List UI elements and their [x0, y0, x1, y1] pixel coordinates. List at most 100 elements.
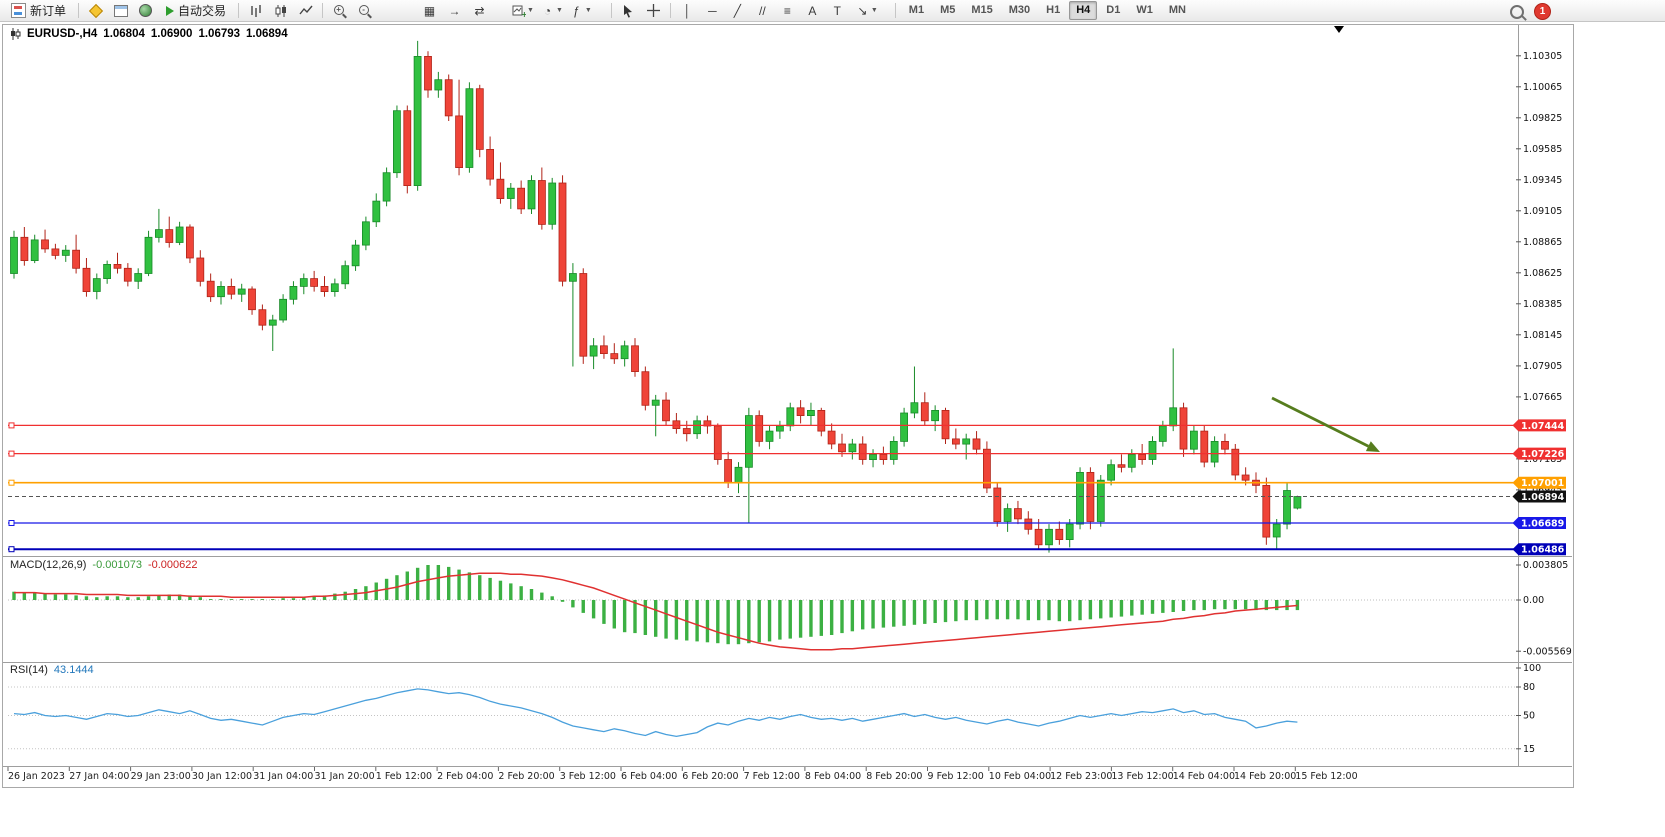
chevron-down-icon: ▼ [870, 7, 878, 14]
svg-text:27 Jan 04:00: 27 Jan 04:00 [69, 771, 129, 782]
zoom-out-icon[interactable]: - [353, 0, 376, 21]
candlestick-chart-icon[interactable] [269, 0, 292, 21]
svg-text:1.06894: 1.06894 [1521, 492, 1565, 503]
svg-text:8 Feb 04:00: 8 Feb 04:00 [805, 771, 861, 782]
title-open: 1.06804 [103, 28, 145, 40]
toolbar-separator [78, 3, 80, 18]
autotrading-icon [166, 5, 175, 16]
search-icon[interactable] [1510, 4, 1524, 19]
title-high: 1.06900 [150, 28, 193, 40]
svg-text:2 Feb 04:00: 2 Feb 04:00 [437, 771, 493, 782]
svg-text:10 Feb 04:00: 10 Feb 04:00 [989, 771, 1051, 782]
line-chart-icon[interactable] [294, 0, 317, 21]
bar-chart-icon[interactable] [244, 0, 267, 21]
navigator-icon[interactable] [134, 0, 157, 21]
svg-text:0.00: 0.00 [1523, 595, 1544, 606]
hline-1.07444[interactable] [8, 422, 1516, 429]
svg-text:1.09105: 1.09105 [1523, 206, 1562, 217]
hline-1.06689[interactable] [8, 520, 1516, 526]
price-badge-1.06486: 1.06486 [1512, 543, 1566, 556]
auto-scroll-icon[interactable]: → [448, 3, 461, 18]
crosshair-icon[interactable] [642, 0, 665, 21]
chevron-down-icon: ▼ [584, 7, 592, 14]
svg-text:9 Feb 12:00: 9 Feb 12:00 [928, 771, 984, 782]
macd-main-value: -0.001073 [92, 559, 142, 571]
toolbar-separator [322, 3, 324, 18]
hline-1.06486[interactable] [8, 546, 1516, 553]
arrows-tool-dropdown[interactable]: ↘ ▼ [851, 0, 878, 21]
toolbar-right-icons: 1 [1510, 3, 1551, 20]
price-badge-1.07226: 1.07226 [1512, 447, 1566, 460]
timeframe-m5-button[interactable]: M5 [940, 4, 956, 16]
price-badge-1.07444: 1.07444 [1512, 419, 1566, 432]
channel-tool-icon[interactable]: // [759, 3, 766, 18]
new-order-icon [11, 3, 26, 18]
autotrading-button[interactable]: 自动交易 [159, 0, 233, 21]
svg-text:30 Jan 12:00: 30 Jan 12:00 [192, 771, 252, 782]
timeframe-m30-button[interactable]: M30 [1008, 4, 1031, 16]
svg-text:12 Feb 23:00: 12 Feb 23:00 [1050, 771, 1112, 782]
hline-1.07001[interactable] [8, 479, 1516, 486]
tile-windows-icon[interactable]: ▦ [423, 3, 436, 18]
svg-text:1.08145: 1.08145 [1523, 330, 1562, 341]
svg-text:100: 100 [1523, 663, 1541, 674]
data-window-icon[interactable] [109, 0, 132, 21]
trendline-tool-icon[interactable]: ╱ [733, 3, 741, 18]
timeframe-w1-button[interactable]: W1 [1136, 4, 1153, 16]
timeframe-m15-button[interactable]: M15 [971, 4, 993, 16]
timeframe-mn-button[interactable]: MN [1168, 4, 1186, 16]
indicators-icon: ƒ [573, 3, 580, 18]
svg-text:31 Jan 04:00: 31 Jan 04:00 [253, 771, 313, 782]
macd-signal-value: -0.000622 [147, 559, 198, 571]
horizontal-line-tool-icon[interactable]: ─ [708, 3, 717, 18]
timeframe-m1-button[interactable]: M1 [908, 4, 925, 16]
svg-text:15 Feb 12:00: 15 Feb 12:00 [1295, 771, 1357, 782]
svg-text:1.09825: 1.09825 [1523, 113, 1562, 124]
svg-text:3 Feb 12:00: 3 Feb 12:00 [560, 771, 616, 782]
period-dropdown[interactable]: ◔ ▼ [536, 0, 563, 21]
vertical-line-tool-icon[interactable]: │ [683, 3, 692, 18]
svg-text:1.09585: 1.09585 [1523, 144, 1562, 155]
rsi-value: 43.1444 [53, 664, 94, 676]
timeframe-h1-button[interactable]: H1 [1046, 4, 1061, 16]
svg-text:1.10305: 1.10305 [1523, 51, 1562, 62]
chart-shift-marker[interactable] [1334, 26, 1344, 33]
candles [10, 40, 1302, 553]
macd-panel [8, 565, 1516, 651]
svg-text:1.06689: 1.06689 [1521, 518, 1564, 529]
main-toolbar: 新订单 自动交易 + - ▦ → ⇄ [0, 0, 1665, 22]
svg-text:31 Jan 20:00: 31 Jan 20:00 [315, 771, 375, 782]
new-order-button[interactable]: 新订单 [4, 0, 73, 21]
notification-badge[interactable]: 1 [1534, 3, 1551, 20]
svg-text:+: + [521, 10, 526, 18]
label-tool-icon[interactable]: T [833, 3, 842, 18]
svg-text:1.09345: 1.09345 [1523, 175, 1562, 186]
macd-name: MACD(12,26,9) [10, 559, 87, 571]
text-tool-icon[interactable]: A [808, 3, 817, 18]
autotrading-label: 自动交易 [178, 4, 227, 18]
timeframe-h4-button[interactable]: H4 [1069, 1, 1098, 20]
axes: 1.10305 1.10065 1.09825 1.09585 1.09345 1.091… [3, 25, 1572, 782]
indicators-dropdown[interactable]: ƒ ▼ [565, 0, 592, 21]
arrows-tool-icon: ↘ [857, 3, 868, 18]
new-chart-icon: + [507, 0, 530, 21]
new-chart-dropdown[interactable]: + ▼ [507, 0, 534, 21]
chart-shift-icon[interactable]: ⇄ [474, 3, 485, 18]
title-symbol: EURUSD-,H4 [27, 28, 98, 40]
cursor-icon[interactable] [617, 0, 640, 21]
timeframe-d1-button[interactable]: D1 [1106, 4, 1121, 16]
svg-text:1.08625: 1.08625 [1523, 268, 1562, 279]
hline-1.07226[interactable] [8, 450, 1516, 457]
trend-arrow-annotation[interactable] [1271, 396, 1380, 452]
svg-text:0.003805: 0.003805 [1523, 560, 1568, 571]
svg-text:15: 15 [1523, 744, 1535, 755]
zoom-in-icon[interactable]: + [328, 0, 351, 21]
macd-label: MACD(12,26,9) -0.001073 -0.000622 [10, 559, 198, 571]
fibonacci-tool-icon[interactable]: ≡ [783, 3, 791, 18]
svg-text:8 Feb 20:00: 8 Feb 20:00 [866, 771, 922, 782]
svg-text:-0.005569: -0.005569 [1523, 646, 1572, 657]
title-close: 1.06894 [246, 28, 288, 40]
price-badge-1.07001: 1.07001 [1512, 476, 1566, 489]
